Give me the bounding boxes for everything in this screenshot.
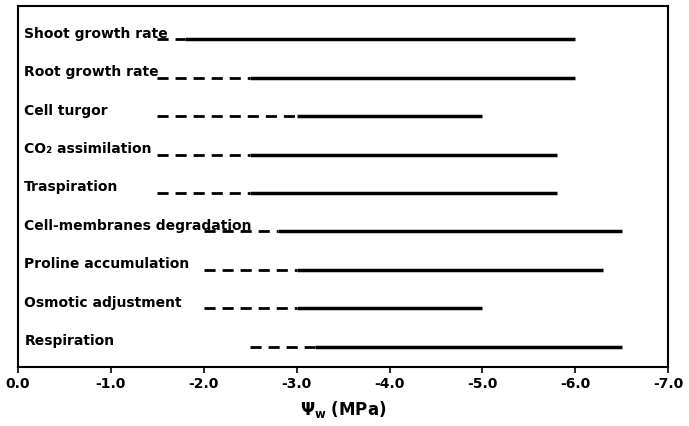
- Text: CO₂ assimilation: CO₂ assimilation: [24, 142, 152, 156]
- Text: Shoot growth rate: Shoot growth rate: [24, 27, 168, 41]
- Text: Respiration: Respiration: [24, 334, 114, 348]
- Text: Osmotic adjustment: Osmotic adjustment: [24, 296, 182, 310]
- Text: Traspiration: Traspiration: [24, 180, 119, 194]
- X-axis label: $\mathbf{\Psi_w}$ $\mathbf{(MPa)}$: $\mathbf{\Psi_w}$ $\mathbf{(MPa)}$: [300, 400, 387, 420]
- Text: Cell-membranes degradation: Cell-membranes degradation: [24, 219, 251, 233]
- Text: Proline accumulation: Proline accumulation: [24, 257, 189, 271]
- Text: Root growth rate: Root growth rate: [24, 65, 159, 79]
- Text: Cell turgor: Cell turgor: [24, 104, 108, 118]
